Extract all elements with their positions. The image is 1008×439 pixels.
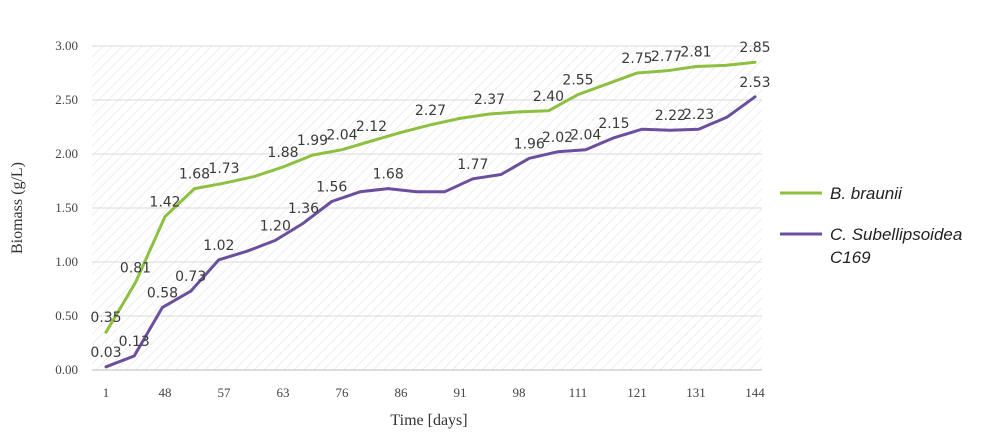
y-tick-label: 1.50: [55, 200, 78, 215]
data-label: 2.15: [598, 116, 629, 132]
data-label: 1.56: [316, 180, 347, 196]
data-label: 1.68: [373, 167, 404, 183]
x-tick-label: 98: [513, 385, 526, 400]
data-label: 1.99: [297, 133, 328, 149]
data-label: 0.13: [119, 334, 150, 350]
data-label: 1.96: [514, 136, 545, 152]
data-label: 2.40: [533, 89, 564, 105]
series-line: [104, 95, 757, 369]
legend-label: C169: [830, 248, 871, 267]
x-tick-label: 121: [627, 385, 647, 400]
data-label: 1.36: [288, 201, 319, 217]
x-tick-label: 57: [218, 385, 232, 400]
x-tick-label: 131: [686, 385, 706, 400]
legend-label: C. Subellipsoidea: [830, 225, 962, 244]
data-label: 2.75: [621, 51, 652, 67]
x-tick-label: 86: [395, 385, 409, 400]
legend-label: B. braunii: [830, 184, 903, 203]
data-label: 2.04: [570, 128, 601, 144]
x-tick-label: 1: [103, 385, 110, 400]
data-label: 2.27: [415, 103, 446, 119]
data-label: 2.23: [683, 107, 714, 123]
data-label: 1.02: [203, 238, 234, 254]
data-label: 2.12: [356, 119, 387, 135]
series-lines: [104, 60, 757, 369]
data-label: 1.88: [267, 145, 298, 161]
y-axis-ticks: 0.00 0.50 1.00 1.50 2.00 2.50 3.00: [55, 38, 78, 377]
data-label: 0.58: [147, 285, 178, 301]
x-tick-label: 76: [336, 385, 350, 400]
y-tick-label: 2.00: [55, 146, 78, 161]
data-label: 2.04: [326, 128, 357, 144]
data-label: 2.53: [739, 75, 770, 91]
x-tick-label: 48: [159, 385, 172, 400]
data-label: 2.02: [542, 130, 573, 146]
x-tick-label: 144: [745, 385, 765, 400]
data-labels: 0.350.811.421.681.731.881.992.042.122.27…: [90, 40, 770, 361]
data-label: 0.81: [120, 261, 151, 277]
x-tick-label: 63: [277, 385, 290, 400]
data-label: 1.42: [149, 195, 180, 211]
data-label: 1.68: [179, 167, 210, 183]
data-label: 2.85: [739, 40, 770, 56]
x-tick-label: 91: [454, 385, 467, 400]
series-line: [104, 60, 757, 334]
data-label: 1.73: [208, 161, 239, 177]
y-tick-label: 1.00: [55, 254, 78, 269]
data-label: 2.37: [474, 92, 505, 108]
y-tick-label: 0.50: [55, 308, 78, 323]
x-axis-title: Time [days]: [390, 412, 467, 429]
x-tick-label: 111: [569, 385, 588, 400]
data-label: 2.55: [562, 73, 593, 89]
y-axis-title: Biomass (g/L): [9, 162, 26, 254]
data-label: 2.22: [655, 108, 686, 124]
data-label: 2.77: [651, 49, 682, 65]
x-axis-ticks: 1 48 57 63 76 86 91 98 111 121 131 144: [103, 385, 766, 400]
data-label: 1.20: [260, 218, 291, 234]
y-tick-label: 3.00: [55, 38, 78, 53]
gridlines: [92, 45, 762, 317]
data-label: 0.35: [90, 310, 121, 326]
y-tick-label: 0.00: [55, 362, 78, 377]
data-label: 0.73: [175, 269, 206, 285]
data-label: 0.03: [90, 345, 121, 361]
legend: B. braunii C. Subellipsoidea C169: [780, 184, 962, 267]
data-label: 2.81: [680, 45, 711, 61]
y-tick-label: 2.50: [55, 92, 78, 107]
data-label: 1.77: [457, 157, 488, 173]
